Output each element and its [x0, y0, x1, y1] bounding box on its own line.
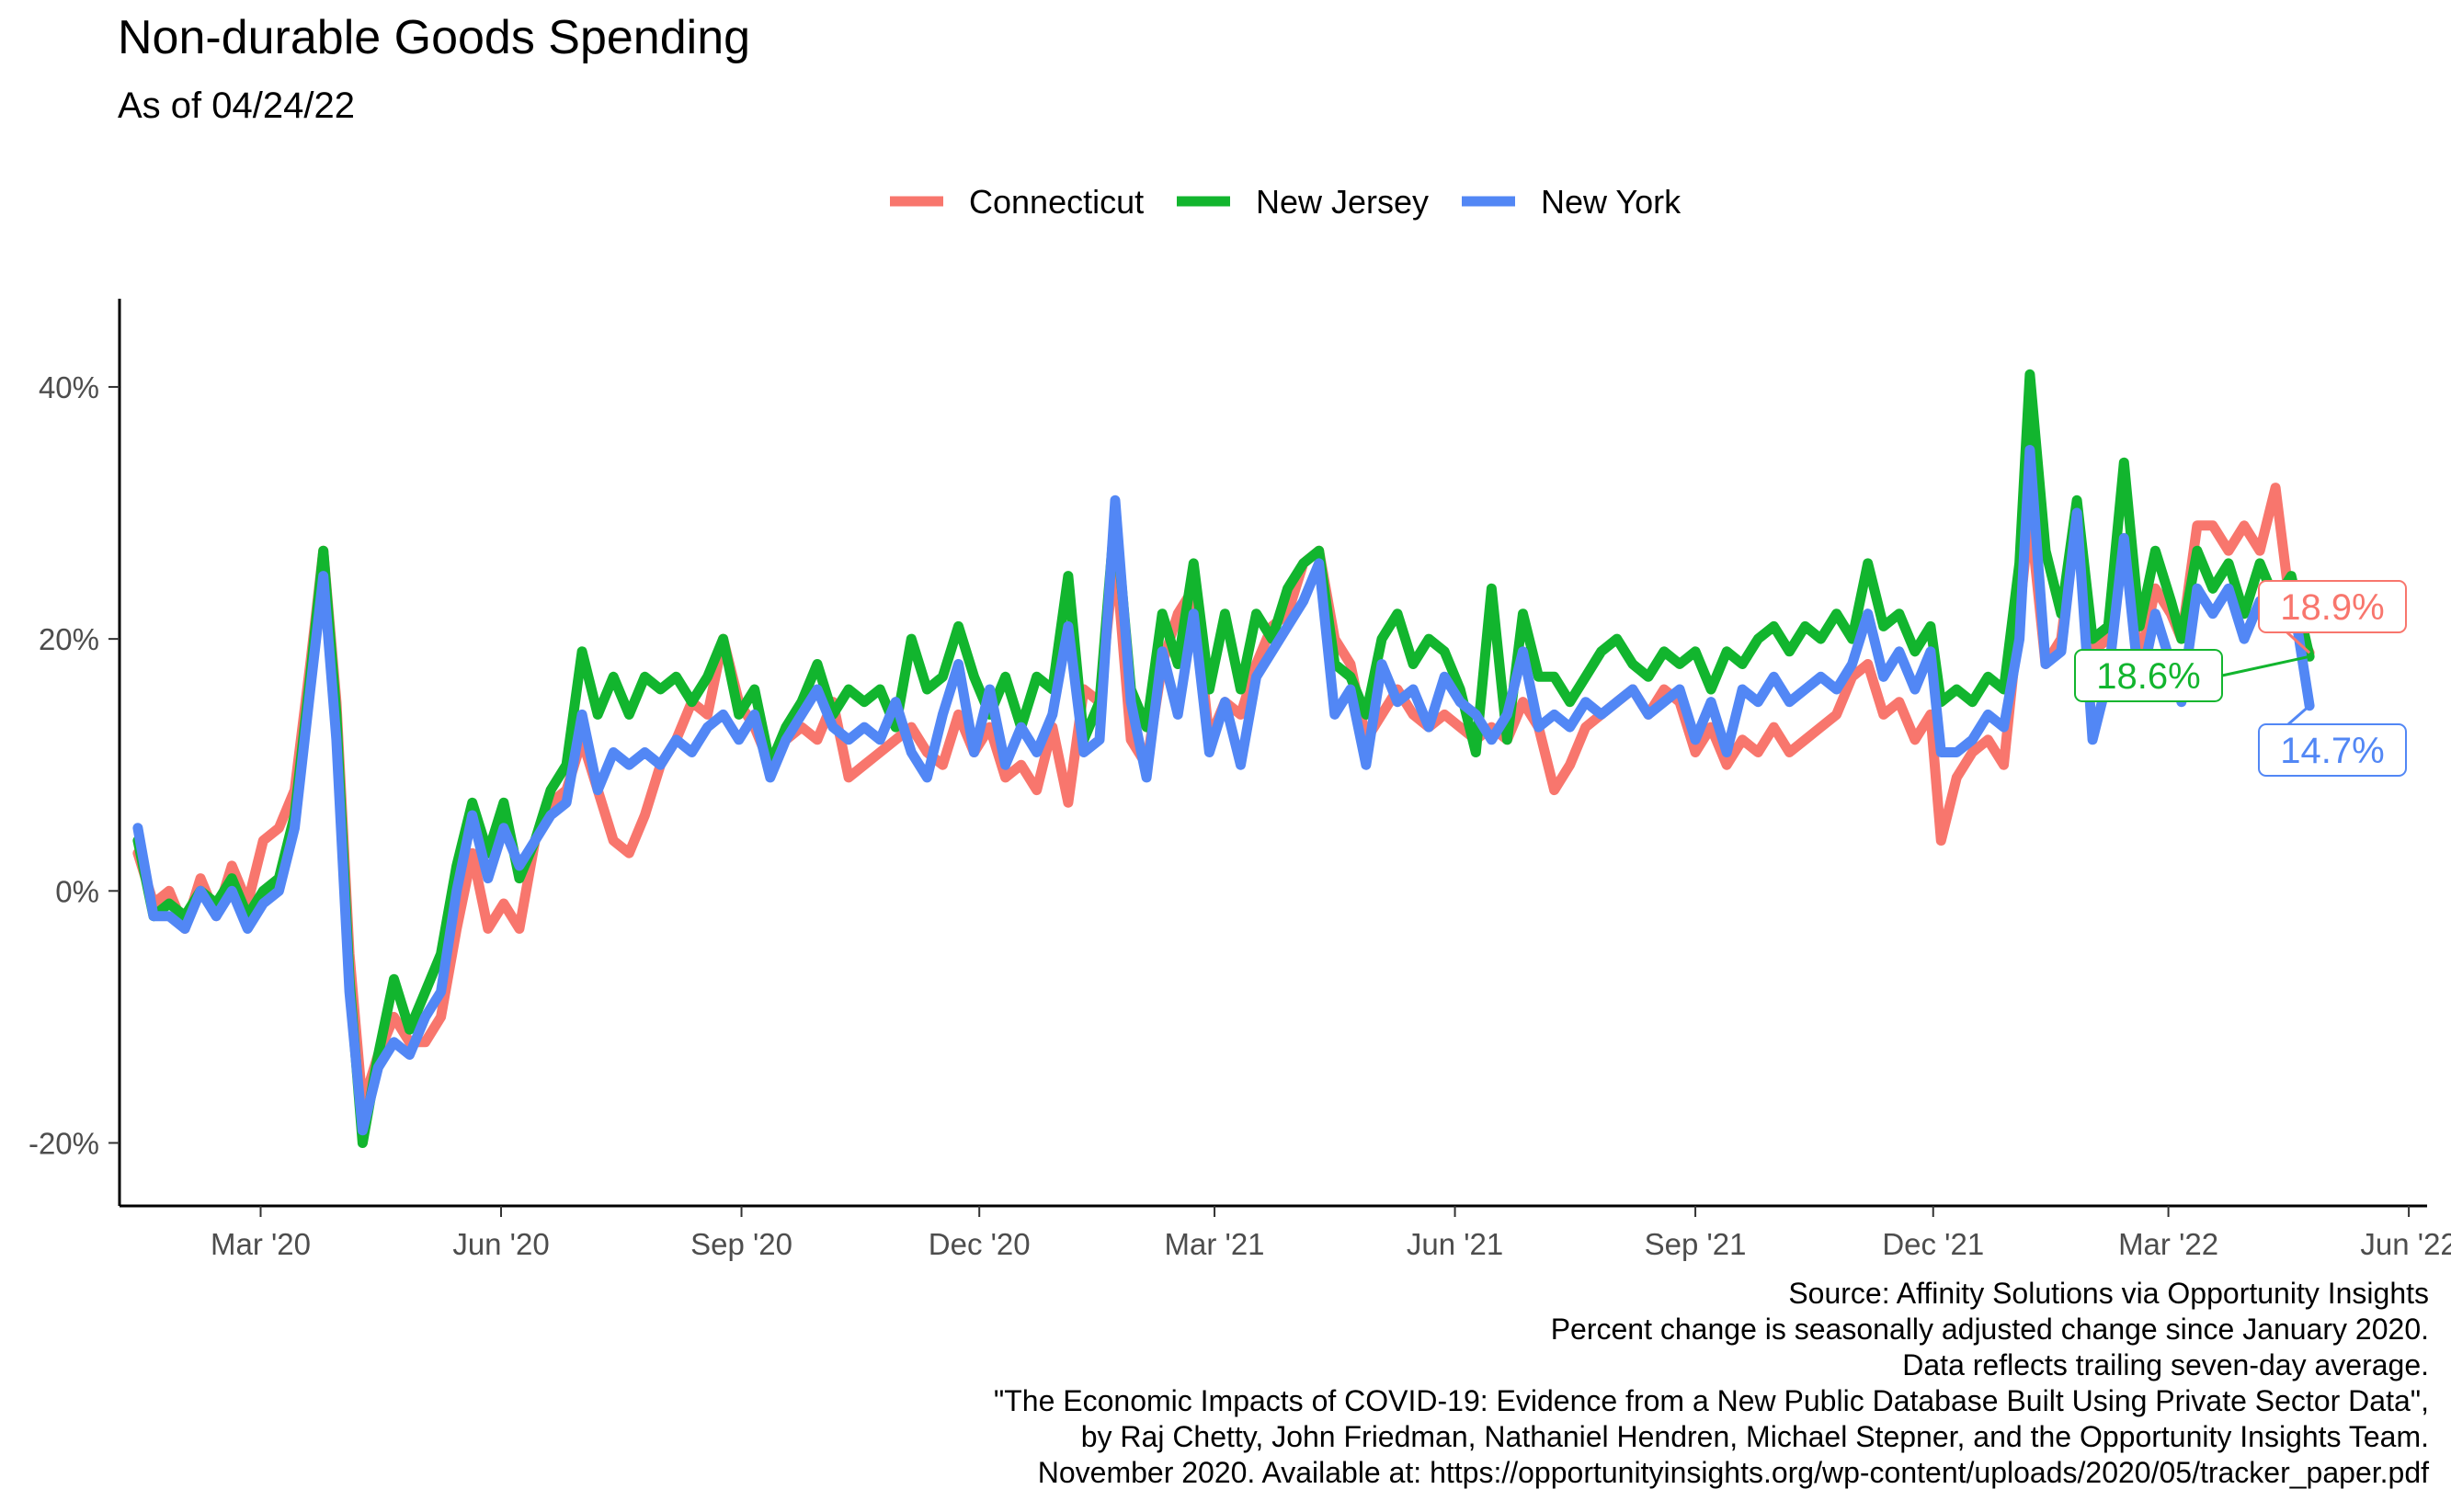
- series-line-new-york: [132, 445, 2315, 1136]
- caption-line: "The Economic Impacts of COVID-19: Evide…: [994, 1384, 2429, 1417]
- caption-line: November 2020. Available at: https://opp…: [1038, 1456, 2429, 1489]
- x-tick-label: Mar '21: [1165, 1227, 1265, 1261]
- x-tick-label: Dec '21: [1882, 1227, 1984, 1261]
- caption-line: Percent change is seasonally adjusted ch…: [1551, 1313, 2429, 1346]
- end-label-box: [2258, 723, 2407, 777]
- end-label-connector: [2221, 654, 2310, 677]
- legend: Connecticut New Jersey New York: [890, 183, 1682, 221]
- chart-title: Non-durable Goods Spending: [118, 11, 750, 64]
- chart-subtitle: As of 04/24/22: [118, 85, 355, 126]
- end-label-box: [2258, 580, 2407, 633]
- x-tick-label: Dec '20: [929, 1227, 1031, 1261]
- plot-area: Mar '20 Jun '20 Sep '20 Dec '20 Mar '21 Jun '…: [28, 299, 2451, 1261]
- x-tick-label: Mar '20: [211, 1227, 311, 1261]
- end-labels: 18.9% 18.6% 14.7%: [2074, 580, 2407, 777]
- x-tick-label: Mar '22: [2118, 1227, 2218, 1261]
- end-label-value: 14.7%: [2280, 731, 2384, 771]
- caption-line: Source: Affinity Solutions via Opportuni…: [1788, 1277, 2429, 1310]
- series-line-new-jersey: [132, 369, 2315, 1148]
- y-tick-label: 20%: [39, 622, 99, 656]
- caption: Source: Affinity Solutions via Opportuni…: [994, 1277, 2429, 1489]
- caption-line: by Raj Chetty, John Friedman, Nathaniel …: [1081, 1420, 2429, 1453]
- y-tick-label: -20%: [28, 1126, 99, 1160]
- x-tick-label: Sep '20: [690, 1227, 792, 1261]
- y-tick-label: 0%: [55, 874, 99, 908]
- y-tick-label: 40%: [39, 370, 99, 404]
- x-tick-label: Jun '21: [1407, 1227, 1503, 1261]
- y-axis-ticks: -20% 0% 20% 40%: [28, 370, 120, 1160]
- series-layer: [132, 369, 2315, 1148]
- x-axis-ticks: Mar '20 Jun '20 Sep '20 Dec '20 Mar '21 Jun '…: [211, 1206, 2451, 1261]
- legend-label: New Jersey: [1256, 183, 1429, 221]
- end-label-value: 18.9%: [2280, 587, 2384, 628]
- x-tick-label: Jun '20: [452, 1227, 549, 1261]
- end-label-value: 18.6%: [2096, 656, 2200, 697]
- series-line-connecticut: [132, 483, 2315, 1110]
- x-tick-label: Sep '21: [1645, 1227, 1747, 1261]
- x-tick-label: Jun '22: [2360, 1227, 2451, 1261]
- caption-line: Data reflects trailing seven-day average…: [1902, 1348, 2429, 1381]
- legend-label: Connecticut: [969, 183, 1144, 221]
- legend-label: New York: [1541, 183, 1682, 221]
- end-label-box: [2074, 649, 2223, 702]
